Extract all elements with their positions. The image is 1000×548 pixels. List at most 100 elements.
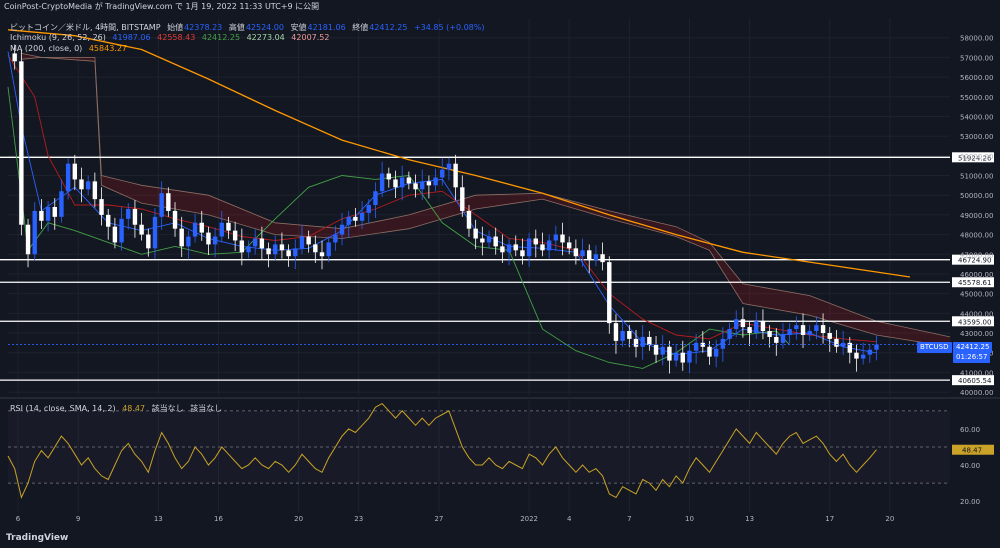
candle-body xyxy=(139,224,144,235)
candle-body xyxy=(540,244,545,251)
time-tick-label: 27 xyxy=(434,515,443,523)
candle-body xyxy=(814,325,819,332)
price-tick-label: 45000.00 xyxy=(960,291,993,299)
candle-body xyxy=(627,331,632,339)
candle-body xyxy=(179,228,184,247)
candle-body xyxy=(493,236,498,247)
rsi-na-2: 該当なし xyxy=(190,404,223,413)
candle-body xyxy=(286,250,291,257)
candle-body xyxy=(466,210,472,229)
time-tick-label: 23 xyxy=(354,515,363,523)
candle-body xyxy=(673,352,679,361)
candle-body xyxy=(653,344,659,355)
candle-body xyxy=(319,252,325,257)
candle-body xyxy=(279,244,285,251)
legend-ichimoku: Ichimoku (9, 26, 52, 26) 41987.06 42558.… xyxy=(10,33,333,42)
candle-body xyxy=(206,232,211,245)
candle-body xyxy=(647,336,652,345)
candle-body xyxy=(72,163,78,180)
candle-body xyxy=(99,199,104,215)
candle-body xyxy=(867,349,873,355)
candle-body xyxy=(12,53,17,62)
candle-body xyxy=(406,177,412,184)
candle-body xyxy=(273,244,278,255)
time-tick-label: 2022 xyxy=(520,515,538,523)
candle-body xyxy=(473,228,478,239)
candle-body xyxy=(754,321,759,333)
time-tick-label: 17 xyxy=(825,515,834,523)
candles xyxy=(8,44,950,374)
price-tick-label: 52000.00 xyxy=(960,153,993,161)
high-value: 42524.00 xyxy=(245,23,284,32)
candle-body xyxy=(299,236,305,249)
rsi-name: RSI (14, close, SMA, 14, 2) xyxy=(10,404,116,413)
rsi-value-badge-text: 48.47 xyxy=(962,447,982,455)
rsi-na-1: 該当なし xyxy=(151,404,184,413)
legend-ma: MA (200, close, 0) 45843.27 xyxy=(10,44,131,53)
close-label: 終値 xyxy=(352,23,369,32)
countdown-badge: 01:26:57 xyxy=(953,352,991,363)
rsi-line xyxy=(7,402,877,500)
candle-body xyxy=(413,183,418,190)
open-label: 始値 xyxy=(167,23,184,32)
time-tick-label: 10 xyxy=(685,515,694,523)
candle-body xyxy=(607,262,612,324)
time-axis: 6 9 13 16 20 23 27 2022 4 7 10 13 17 20 xyxy=(16,515,895,523)
candle-body xyxy=(159,193,164,217)
candle-body xyxy=(660,346,665,355)
candle-body xyxy=(386,173,392,180)
candle-body xyxy=(32,210,37,255)
candle-body xyxy=(854,352,859,359)
ichimoku-name: Ichimoku (9, 26, 52, 26) xyxy=(10,33,106,42)
candle-body xyxy=(693,342,699,351)
candle-body xyxy=(333,234,338,243)
candle-body xyxy=(720,338,726,349)
candle-body xyxy=(226,222,231,231)
ichimoku-value-4: 42273.04 xyxy=(246,33,285,42)
time-tick-label: 16 xyxy=(214,515,223,523)
candle-body xyxy=(85,181,91,190)
candle-body xyxy=(707,346,712,357)
candle-body xyxy=(65,163,71,192)
candle-body xyxy=(734,319,739,330)
level-label-bg xyxy=(952,152,994,163)
candle-body xyxy=(259,238,265,249)
candle-body xyxy=(252,238,258,247)
candle-body xyxy=(399,177,405,188)
price-tick-label: 49000.00 xyxy=(960,212,993,220)
time-tick-label: 9 xyxy=(76,515,80,523)
high-label: 高値 xyxy=(228,23,245,32)
level-label-bg xyxy=(952,254,994,265)
candle-body xyxy=(687,350,692,363)
time-tick-label: 20 xyxy=(885,515,894,523)
candle-body xyxy=(667,346,672,361)
footer: TradingView xyxy=(0,530,1000,548)
close-value: 42412.25 xyxy=(369,23,408,32)
price-tick-label: 55000.00 xyxy=(960,94,993,102)
candle-body xyxy=(440,169,445,178)
candle-body xyxy=(339,224,345,235)
candle-body xyxy=(787,329,792,335)
price-tick-label: 57000.00 xyxy=(960,54,993,62)
ma-value: 45843.27 xyxy=(88,44,128,53)
candle-body xyxy=(313,244,318,253)
candle-body xyxy=(239,240,245,253)
candle-body xyxy=(593,254,599,261)
candle-body xyxy=(39,210,44,221)
candle-body xyxy=(52,207,57,217)
candle-body xyxy=(186,236,191,247)
ichimoku-value-1: 41987.06 xyxy=(112,33,151,42)
rsi-panel xyxy=(7,402,950,500)
candle-body xyxy=(126,208,131,219)
senkou-span-a xyxy=(21,53,951,338)
candle-body xyxy=(506,244,512,253)
symbol-badge: BTCUSD xyxy=(917,342,952,353)
candle-body xyxy=(613,323,619,341)
candle-body xyxy=(566,242,572,249)
ichimoku-cloud xyxy=(21,53,951,348)
price-tick-label: 58000.00 xyxy=(960,35,993,43)
candle-body xyxy=(166,193,171,211)
candle-body xyxy=(680,352,685,363)
candle-body xyxy=(266,248,271,255)
